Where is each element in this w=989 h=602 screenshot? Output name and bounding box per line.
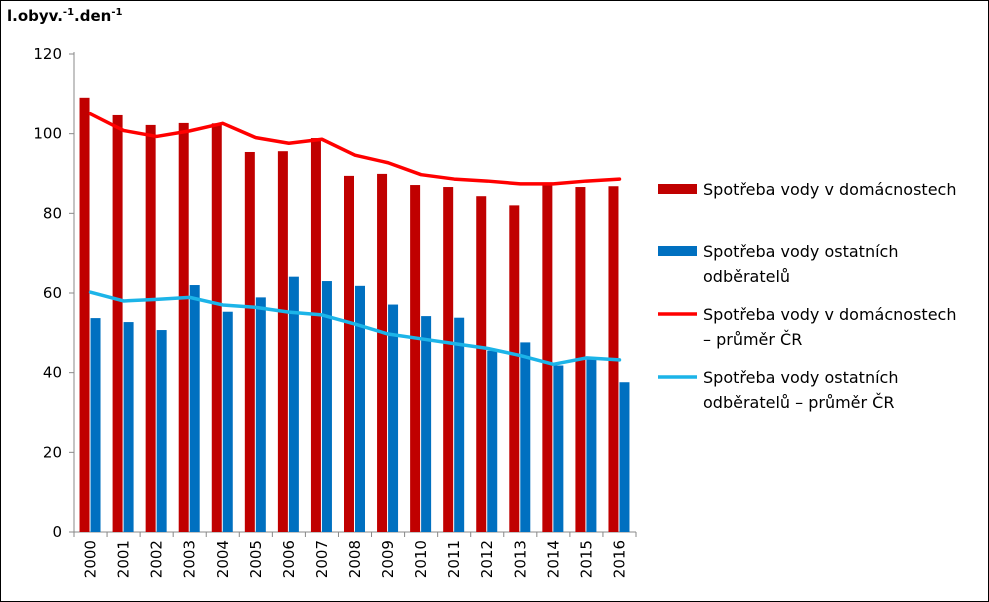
bar-households (211, 123, 222, 532)
bar-other-consumers (222, 311, 233, 532)
bar-other-consumers (321, 281, 332, 532)
bar-households (277, 151, 288, 532)
x-tick-label: 2011 (445, 540, 463, 578)
bar-other-consumers (388, 304, 399, 532)
bar-other-consumers (421, 316, 432, 532)
x-tick-label: 2006 (280, 540, 298, 578)
bar-other-consumers (90, 318, 101, 532)
bar-households (178, 122, 189, 532)
bar-other-consumers (288, 276, 299, 532)
legend-label: Spotřeba vody ostatních (703, 368, 898, 387)
bar-households (377, 173, 388, 533)
x-tick-label: 2004 (214, 540, 232, 578)
x-tick-label: 2003 (181, 540, 199, 578)
legend-label: – průměr ČR (703, 330, 802, 349)
bar-households (310, 138, 321, 532)
x-tick-label: 2014 (544, 540, 562, 578)
x-tick-label: 2007 (313, 540, 331, 578)
legend-swatch-bar (658, 246, 697, 256)
bar-households (476, 196, 487, 532)
y-tick-label: 100 (33, 125, 62, 143)
x-tick-label: 2000 (82, 540, 100, 578)
bar-other-consumers (553, 365, 564, 532)
bar-households (443, 187, 454, 532)
bar-other-consumers (520, 342, 531, 532)
x-tick-label: 2009 (379, 540, 397, 578)
bar-other-consumers (189, 285, 200, 532)
legend-label: odběratelů – průměr ČR (703, 393, 894, 412)
bar-other-consumers (156, 330, 167, 532)
legend-swatch-bar (658, 184, 697, 194)
y-tick-label: 40 (43, 364, 62, 382)
y-tick-label: 0 (52, 523, 62, 541)
y-tick-label: 120 (33, 45, 62, 63)
bar-households (112, 114, 123, 532)
x-tick-label: 2002 (148, 540, 166, 578)
bar-households (79, 97, 90, 533)
x-tick-label: 2005 (247, 540, 265, 578)
bar-other-consumers (255, 297, 266, 532)
bar-households (509, 205, 520, 532)
bar-households (244, 151, 255, 533)
bar-other-consumers (123, 322, 134, 532)
legend-label: odběratelů (703, 267, 790, 286)
legend-label: Spotřeba vody ostatních (703, 242, 898, 261)
bar-other-consumers (619, 382, 630, 532)
y-axis-unit-label: l.obyv.-1.den-1 (7, 7, 123, 25)
bar-households (410, 185, 421, 532)
bar-other-consumers (355, 285, 365, 532)
line-other-consumers-average (88, 290, 622, 367)
line-households-average (88, 112, 622, 186)
x-tick-label: 2016 (610, 540, 628, 578)
y-tick-label: 20 (43, 443, 62, 461)
bar-households (542, 182, 553, 532)
bar-other-consumers (487, 350, 498, 532)
x-tick-label: 2013 (511, 540, 529, 578)
x-tick-label: 2001 (115, 540, 133, 578)
legend-label: Spotřeba vody v domácnostech (703, 180, 956, 199)
bar-households (145, 124, 156, 533)
x-tick-label: 2012 (478, 540, 496, 578)
x-tick-label: 2015 (577, 540, 595, 578)
x-tick-label: 2008 (346, 540, 364, 578)
y-tick-label: 60 (43, 284, 62, 302)
bar-households (344, 175, 354, 532)
x-tick-label: 2010 (412, 540, 430, 578)
y-tick-label: 80 (43, 204, 62, 222)
bar-other-consumers (454, 317, 465, 532)
legend-label: Spotřeba vody v domácnostech (703, 305, 956, 324)
bar-other-consumers (586, 359, 597, 532)
